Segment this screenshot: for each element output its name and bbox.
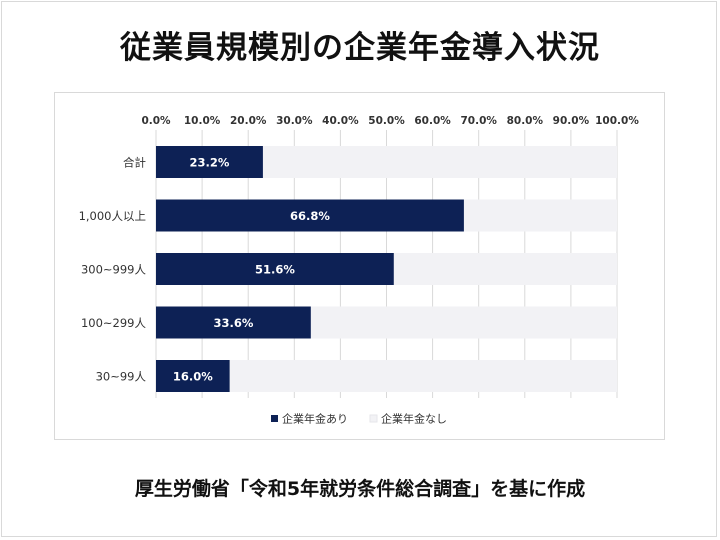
bar-with-pension: [156, 199, 464, 232]
x-tick-label: 60.0%: [414, 115, 451, 127]
x-tick-label: 30.0%: [276, 115, 313, 127]
bar-value-label: 51.6%: [255, 263, 295, 277]
bar-value-label: 33.6%: [213, 316, 253, 330]
bar-with-pension: [156, 253, 394, 285]
x-tick-label: 50.0%: [368, 115, 405, 127]
x-tick-label: 100.0%: [595, 115, 639, 127]
x-tick-label: 10.0%: [184, 115, 221, 127]
x-tick-label: 80.0%: [507, 115, 544, 127]
x-tick-label: 40.0%: [322, 115, 359, 127]
bar-without-pension: [229, 360, 617, 392]
legend-label: 企業年金なし: [381, 412, 447, 426]
chart-frame: [54, 92, 665, 440]
legend-swatch: [271, 415, 278, 422]
x-tick-label: 70.0%: [460, 115, 497, 127]
bar-without-pension: [463, 199, 617, 232]
category-label: 30~99人: [96, 370, 147, 384]
category-label: 100~299人: [81, 316, 147, 330]
category-label: 300~999人: [81, 263, 147, 277]
page-title: 従業員規模別の企業年金導入状況: [120, 30, 600, 66]
bar-value-label: 16.0%: [173, 370, 213, 384]
bar-without-pension: [262, 146, 617, 178]
legend-label: 企業年金あり: [282, 412, 348, 426]
x-tick-label: 0.0%: [141, 115, 171, 127]
legend: 企業年金あり 企業年金なし: [271, 412, 447, 426]
bar-value-label: 66.8%: [290, 209, 330, 223]
bar-with-pension: [156, 146, 263, 178]
legend-swatch: [369, 414, 378, 423]
x-tick-label: 90.0%: [553, 115, 590, 127]
bar-with-pension: [156, 306, 311, 339]
category-label: 1,000人以上: [79, 209, 146, 223]
category-labels: 合計 1,000人以上 300~999人 100~299人 30~99人: [79, 156, 147, 384]
category-label: 合計: [123, 156, 146, 170]
x-tick-labels: 0.0% 10.0% 20.0% 30.0% 40.0% 50.0% 60.0% 70.0% 8…: [141, 115, 639, 127]
bar-without-pension: [393, 253, 617, 285]
source-note: 厚生労働省「令和5年就労条件総合調査」を基に作成: [134, 478, 586, 500]
bar-without-pension: [310, 306, 617, 339]
bar-value-label: 23.2%: [190, 156, 230, 170]
bar-with-pension: [156, 360, 230, 392]
x-tick-label: 20.0%: [230, 115, 267, 127]
bar-layer: 23.2% 66.8% 51.6% 33.6% 16.0%: [156, 146, 617, 392]
